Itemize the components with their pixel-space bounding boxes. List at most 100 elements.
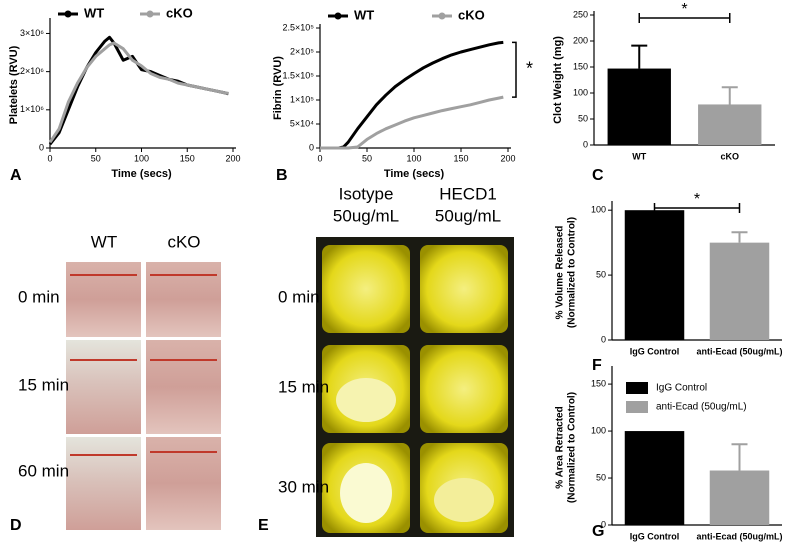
significance-label: *: [526, 59, 533, 79]
significance-bracket: [638, 13, 731, 23]
y-tick-label: 150: [573, 61, 588, 71]
row-label: 0 min: [278, 287, 320, 306]
y-tick-label: 200: [573, 35, 588, 45]
y-axis-label: (Normalized to Control): [567, 217, 578, 328]
row-label: 15 min: [18, 375, 69, 394]
error-bar: [631, 44, 648, 69]
error-bar: [731, 443, 748, 471]
y-tick-label: 1×10⁶: [20, 104, 44, 114]
row-label: 0 min: [18, 287, 60, 306]
y-axis-label: % Volume Released: [555, 226, 566, 320]
legend-label: anti-Ecad (50ug/mL): [656, 402, 747, 413]
significance-label: *: [694, 191, 700, 208]
y-tick-label: 2×10⁶: [20, 66, 44, 76]
column-label: 50ug/mL: [435, 206, 501, 225]
column-label: cKO: [167, 232, 200, 251]
y-tick-label: 150: [591, 378, 606, 388]
y-tick-label: 3×10⁶: [20, 28, 44, 38]
panel-label: D: [10, 517, 22, 534]
y-tick-label: 0: [601, 519, 606, 529]
x-tick-label: 0: [317, 153, 322, 163]
y-tick-label: 50: [578, 113, 588, 123]
row-label: 15 min: [278, 377, 329, 396]
x-tick-label: IgG Control: [630, 346, 680, 356]
y-tick-label: 0: [583, 139, 588, 149]
y-axis-label: (Normalized to Control): [567, 392, 578, 503]
panel-label: B: [276, 167, 288, 184]
x-tick-label: 200: [225, 153, 240, 163]
y-tick-label: 100: [591, 205, 606, 215]
photo-e: [316, 237, 514, 537]
x-tick-label: WT: [632, 151, 646, 161]
panel-label: A: [10, 167, 22, 184]
x-tick-label: 0: [47, 153, 52, 163]
legend-marker: [334, 12, 342, 20]
series-line: [48, 41, 229, 144]
x-tick-label: 50: [91, 153, 101, 163]
x-tick-label: 100: [134, 153, 149, 163]
x-axis-label: Time (secs): [111, 168, 172, 180]
y-tick-label: 0: [601, 334, 606, 344]
x-axis-label: Time (secs): [384, 168, 445, 180]
y-tick-label: 2.5×10⁵: [282, 22, 314, 32]
panel-label: E: [258, 517, 269, 534]
photo-d: [66, 262, 221, 530]
y-tick-label: 1×10⁵: [290, 94, 314, 104]
bar: [698, 104, 762, 145]
column-label: 50ug/mL: [333, 206, 399, 225]
legend-label: cKO: [458, 7, 485, 22]
error-bar: [731, 231, 748, 243]
column-label: HECD1: [439, 184, 497, 203]
y-tick-label: 100: [591, 425, 606, 435]
panel-label: G: [592, 523, 604, 540]
column-label: Isotype: [339, 184, 394, 203]
y-axis-label: Clot Weight (mg): [552, 36, 564, 124]
y-tick-label: 50: [596, 472, 606, 482]
legend-label: WT: [84, 5, 104, 20]
y-tick-label: 250: [573, 9, 588, 19]
legend-marker: [146, 10, 154, 18]
x-tick-label: anti-Ecad (50ug/mL): [696, 346, 782, 356]
legend-label: WT: [354, 7, 374, 22]
y-axis-label: % Area Retracted: [555, 406, 566, 488]
y-tick-label: 0: [39, 142, 44, 152]
y-tick-label: 1.5×10⁵: [282, 70, 314, 80]
legend-swatch: [626, 401, 648, 413]
series-line: [320, 95, 504, 150]
panel-label: C: [592, 167, 604, 184]
significance-bracket: [653, 203, 741, 213]
y-tick-label: 2×10⁵: [290, 46, 314, 56]
x-tick-label: 100: [406, 153, 421, 163]
panel-label: F: [592, 357, 602, 374]
series-line: [320, 40, 504, 150]
x-tick-label: anti-Ecad (50ug/mL): [696, 531, 782, 541]
legend-label: cKO: [166, 5, 193, 20]
x-tick-label: IgG Control: [630, 531, 680, 541]
row-label: 60 min: [18, 461, 69, 480]
significance-label: *: [681, 1, 687, 18]
x-tick-label: 150: [453, 153, 468, 163]
column-label: WT: [91, 232, 117, 251]
y-tick-label: 5×10⁴: [290, 118, 314, 128]
x-tick-label: cKO: [720, 151, 739, 161]
bar: [709, 470, 770, 525]
error-bar: [721, 86, 738, 105]
y-tick-label: 0: [309, 142, 314, 152]
legend-swatch: [626, 382, 648, 394]
legend-marker: [438, 12, 446, 20]
bar: [624, 431, 685, 525]
y-axis-label: Fibrin (RVU): [272, 56, 284, 120]
y-tick-label: 100: [573, 87, 588, 97]
bar: [709, 242, 770, 340]
legend-label: IgG Control: [656, 383, 707, 394]
x-tick-label: 200: [500, 153, 515, 163]
legend-marker: [64, 10, 72, 18]
x-tick-label: 150: [180, 153, 195, 163]
series-line: [48, 35, 229, 146]
bar: [607, 68, 671, 145]
y-tick-label: 50: [596, 269, 606, 279]
x-tick-label: 50: [362, 153, 372, 163]
row-label: 30 min: [278, 477, 329, 496]
significance-bracket: [512, 41, 517, 98]
